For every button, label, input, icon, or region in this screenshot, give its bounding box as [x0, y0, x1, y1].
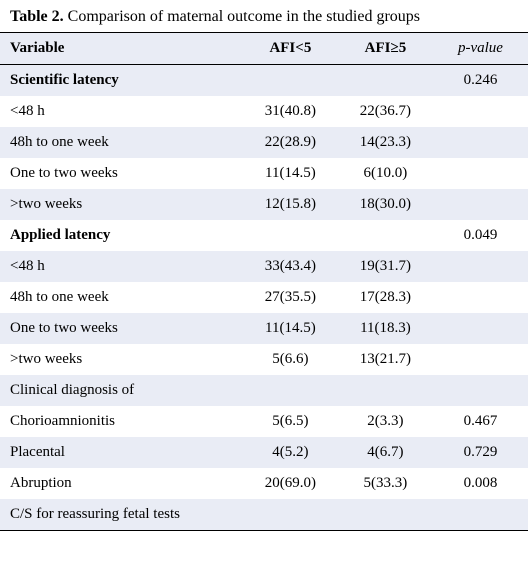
- row-pvalue: 0.049: [433, 220, 528, 251]
- row-pvalue: [433, 127, 528, 158]
- row-afi-ge5: [338, 499, 433, 531]
- table-body: Scientific latency0.246<48 h31(40.8)22(3…: [0, 65, 528, 531]
- table-row: >two weeks5(6.6)13(21.7): [0, 344, 528, 375]
- row-afi-ge5: 18(30.0): [338, 189, 433, 220]
- table-row: <48 h31(40.8)22(36.7): [0, 96, 528, 127]
- row-label: Scientific latency: [0, 65, 243, 97]
- row-afi-lt5: 4(5.2): [243, 437, 338, 468]
- row-afi-lt5: [243, 499, 338, 531]
- row-label: <48 h: [0, 251, 243, 282]
- row-pvalue: [433, 313, 528, 344]
- table-row: Scientific latency 0.246: [0, 65, 528, 97]
- table-row: <48 h33(43.4)19(31.7): [0, 251, 528, 282]
- row-pvalue: [433, 189, 528, 220]
- row-afi-ge5: 4(6.7): [338, 437, 433, 468]
- header-pvalue: p-value: [433, 33, 528, 65]
- row-label: Abruption: [0, 468, 243, 499]
- row-label: Chorioamnionitis: [0, 406, 243, 437]
- row-afi-ge5: 17(28.3): [338, 282, 433, 313]
- table-row: One to two weeks11(14.5)6(10.0): [0, 158, 528, 189]
- row-label: One to two weeks: [0, 313, 243, 344]
- row-afi-ge5: 13(21.7): [338, 344, 433, 375]
- table-caption: Table 2. Comparison of maternal outcome …: [0, 0, 528, 33]
- row-afi-ge5: [338, 65, 433, 97]
- row-pvalue: [433, 375, 528, 406]
- table-row: Applied latency 0.049: [0, 220, 528, 251]
- row-afi-lt5: 27(35.5): [243, 282, 338, 313]
- table-row: 48h to one week22(28.9)14(23.3): [0, 127, 528, 158]
- row-afi-ge5: 22(36.7): [338, 96, 433, 127]
- row-afi-lt5: [243, 375, 338, 406]
- row-pvalue: [433, 499, 528, 531]
- row-afi-ge5: 14(23.3): [338, 127, 433, 158]
- table-row: Chorioamnionitis5(6.5)2(3.3)0.467: [0, 406, 528, 437]
- table-row: 48h to one week27(35.5)17(28.3): [0, 282, 528, 313]
- table-row: C/S for reassuring fetal tests: [0, 499, 528, 531]
- row-pvalue: [433, 282, 528, 313]
- row-label: >two weeks: [0, 344, 243, 375]
- row-pvalue: [433, 96, 528, 127]
- table-row: Placental4(5.2)4(6.7)0.729: [0, 437, 528, 468]
- row-pvalue: [433, 158, 528, 189]
- row-label: Placental: [0, 437, 243, 468]
- row-label: <48 h: [0, 96, 243, 127]
- row-afi-lt5: [243, 220, 338, 251]
- row-afi-ge5: 2(3.3): [338, 406, 433, 437]
- row-pvalue: 0.467: [433, 406, 528, 437]
- row-afi-lt5: 5(6.6): [243, 344, 338, 375]
- row-label: Clinical diagnosis of: [0, 375, 243, 406]
- row-afi-lt5: 22(28.9): [243, 127, 338, 158]
- table-row: Clinical diagnosis of: [0, 375, 528, 406]
- row-pvalue: 0.246: [433, 65, 528, 97]
- row-afi-ge5: [338, 375, 433, 406]
- row-afi-ge5: 5(33.3): [338, 468, 433, 499]
- row-pvalue: [433, 344, 528, 375]
- row-afi-ge5: 19(31.7): [338, 251, 433, 282]
- row-label: 48h to one week: [0, 282, 243, 313]
- caption-bold: Table 2.: [10, 8, 64, 25]
- header-row: Variable AFI<5 AFI≥5 p-value: [0, 33, 528, 65]
- row-afi-lt5: 20(69.0): [243, 468, 338, 499]
- row-afi-ge5: 11(18.3): [338, 313, 433, 344]
- row-label: 48h to one week: [0, 127, 243, 158]
- row-afi-lt5: 11(14.5): [243, 313, 338, 344]
- row-afi-lt5: 12(15.8): [243, 189, 338, 220]
- row-afi-lt5: 11(14.5): [243, 158, 338, 189]
- row-label: Applied latency: [0, 220, 243, 251]
- outcome-table: Variable AFI<5 AFI≥5 p-value Scientific …: [0, 33, 528, 531]
- table-row: Abruption20(69.0)5(33.3)0.008: [0, 468, 528, 499]
- row-label: One to two weeks: [0, 158, 243, 189]
- table-row: >two weeks12(15.8)18(30.0): [0, 189, 528, 220]
- header-afi-lt5: AFI<5: [243, 33, 338, 65]
- row-label: >two weeks: [0, 189, 243, 220]
- row-pvalue: [433, 251, 528, 282]
- header-variable: Variable: [0, 33, 243, 65]
- header-afi-ge5: AFI≥5: [338, 33, 433, 65]
- row-pvalue: 0.729: [433, 437, 528, 468]
- row-afi-lt5: 5(6.5): [243, 406, 338, 437]
- table-row: One to two weeks11(14.5)11(18.3): [0, 313, 528, 344]
- caption-text: Comparison of maternal outcome in the st…: [64, 8, 420, 25]
- row-afi-lt5: 33(43.4): [243, 251, 338, 282]
- row-pvalue: 0.008: [433, 468, 528, 499]
- row-afi-lt5: [243, 65, 338, 97]
- row-label: C/S for reassuring fetal tests: [0, 499, 243, 531]
- row-afi-ge5: [338, 220, 433, 251]
- row-afi-lt5: 31(40.8): [243, 96, 338, 127]
- table-container: Table 2. Comparison of maternal outcome …: [0, 0, 528, 531]
- row-afi-ge5: 6(10.0): [338, 158, 433, 189]
